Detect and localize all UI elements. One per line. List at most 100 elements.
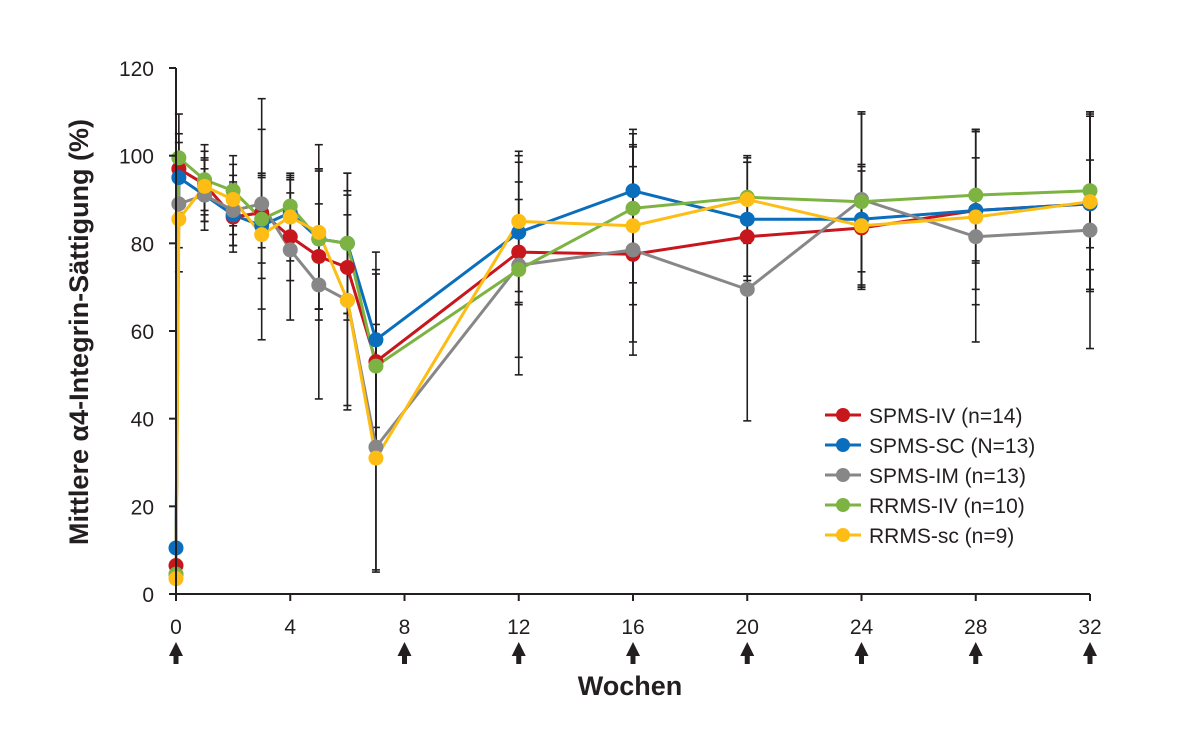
data-point-3	[254, 211, 270, 227]
data-point-4	[368, 450, 384, 466]
arrow-stem	[630, 655, 636, 664]
legend-label: RRMS-sc (n=9)	[869, 525, 1014, 548]
arrow-stem	[744, 655, 750, 664]
arrow-stem	[402, 655, 407, 664]
arrow-stem	[1087, 655, 1093, 664]
legend-marker	[836, 408, 850, 422]
x-tick-label: 12	[507, 616, 530, 639]
x-tick-label: 28	[964, 616, 987, 639]
data-point-0	[311, 248, 327, 264]
data-point-3	[1082, 183, 1098, 199]
legend-label: RRMS-IV (n=10)	[869, 495, 1025, 518]
arrow-head	[740, 642, 755, 656]
data-point-2	[368, 439, 384, 455]
data-point-1	[368, 332, 384, 348]
up-arrow-icon	[1083, 642, 1097, 664]
y-tick-label: 40	[131, 409, 154, 432]
y-tick-label: 20	[131, 496, 154, 519]
data-point-2	[739, 281, 755, 297]
y-tick-label: 0	[142, 584, 154, 607]
x-tick-label: 32	[1078, 616, 1101, 639]
data-point-4	[511, 213, 527, 229]
x-tick-label: 4	[284, 616, 296, 639]
y-tick-label: 120	[119, 58, 154, 81]
arrow-stem	[859, 655, 864, 664]
x-tick-label: 8	[399, 616, 411, 639]
legend-item: RRMS-IV (n=10)	[825, 495, 1025, 518]
data-point-1	[511, 224, 527, 240]
legend-marker	[836, 498, 850, 512]
data-point-0	[282, 229, 298, 245]
up-arrow-icon	[169, 642, 183, 664]
y-axis-title: Mittlere α4-Integrin-Sättigung (%)	[64, 119, 94, 545]
data-point-3	[368, 358, 384, 374]
up-arrow-icon	[968, 642, 983, 664]
data-point-2	[311, 277, 327, 293]
data-point-4	[225, 192, 241, 207]
data-point-3	[171, 150, 187, 166]
data-point-3	[282, 198, 298, 214]
legend-item: SPMS-SC (N=13)	[825, 435, 1035, 458]
x-tick-label: 0	[170, 616, 182, 639]
data-point-3	[854, 194, 869, 210]
data-point-0	[511, 244, 527, 260]
data-point-4	[197, 178, 213, 194]
arrow-head	[968, 642, 983, 656]
x-tick-label: 16	[621, 616, 644, 639]
x-axis-title: Wochen	[578, 671, 683, 701]
data-point-4	[1082, 194, 1098, 210]
arrow-head	[854, 642, 869, 656]
data-point-4	[739, 192, 755, 207]
data-point-3	[625, 200, 641, 216]
data-point-2	[968, 229, 984, 245]
up-arrow-icon	[740, 642, 755, 664]
legend-marker	[836, 468, 850, 482]
data-point-1	[739, 211, 755, 227]
up-arrow-icon	[511, 642, 526, 664]
data-point-1	[625, 183, 641, 199]
data-point-3	[339, 235, 355, 251]
legend-label: SPMS-IV (n=14)	[869, 405, 1022, 428]
data-point-4	[339, 292, 355, 308]
legend: SPMS-IV (n=14) SPMS-SC (N=13) SPMS-IM (n=1…	[825, 405, 1035, 548]
data-point-2	[171, 196, 187, 212]
arrow-stem	[516, 655, 522, 664]
data-point-2	[625, 242, 641, 258]
data-point-2	[225, 202, 241, 218]
arrow-stem	[173, 655, 179, 664]
data-point-0	[739, 229, 755, 245]
legend-label: SPMS-SC (N=13)	[869, 435, 1035, 458]
data-point-2	[1082, 222, 1098, 238]
y-tick-label: 100	[119, 146, 154, 169]
arrow-head	[1083, 642, 1097, 656]
series-points	[168, 150, 1098, 587]
arrow-head	[397, 642, 412, 656]
legend-item: RRMS-sc (n=9)	[825, 525, 1014, 548]
x-tick-label: 24	[850, 616, 874, 639]
arrow-head	[169, 642, 183, 656]
data-point-4	[625, 218, 641, 234]
data-point-2	[282, 242, 298, 258]
legend-marker	[836, 528, 850, 542]
arrow-stem	[973, 655, 979, 664]
data-point-3	[511, 262, 527, 278]
data-point-1	[171, 170, 187, 186]
legend-item: SPMS-IM (n=13)	[825, 465, 1026, 488]
up-arrow-icon	[626, 642, 640, 664]
x-tick-label: 20	[736, 616, 759, 639]
arrow-head	[626, 642, 640, 656]
data-point-3	[968, 187, 984, 203]
legend-label: SPMS-IM (n=13)	[869, 465, 1026, 488]
data-point-4	[968, 209, 984, 225]
data-point-4	[311, 224, 327, 240]
data-point-4	[854, 218, 869, 234]
up-arrow-icon	[397, 642, 412, 664]
arrow-head	[511, 642, 526, 656]
data-point-4	[171, 211, 187, 227]
legend-marker	[836, 438, 850, 452]
dosing-arrows	[169, 642, 1097, 664]
data-point-4	[282, 209, 298, 225]
up-arrow-icon	[854, 642, 869, 664]
data-point-0	[339, 259, 355, 275]
